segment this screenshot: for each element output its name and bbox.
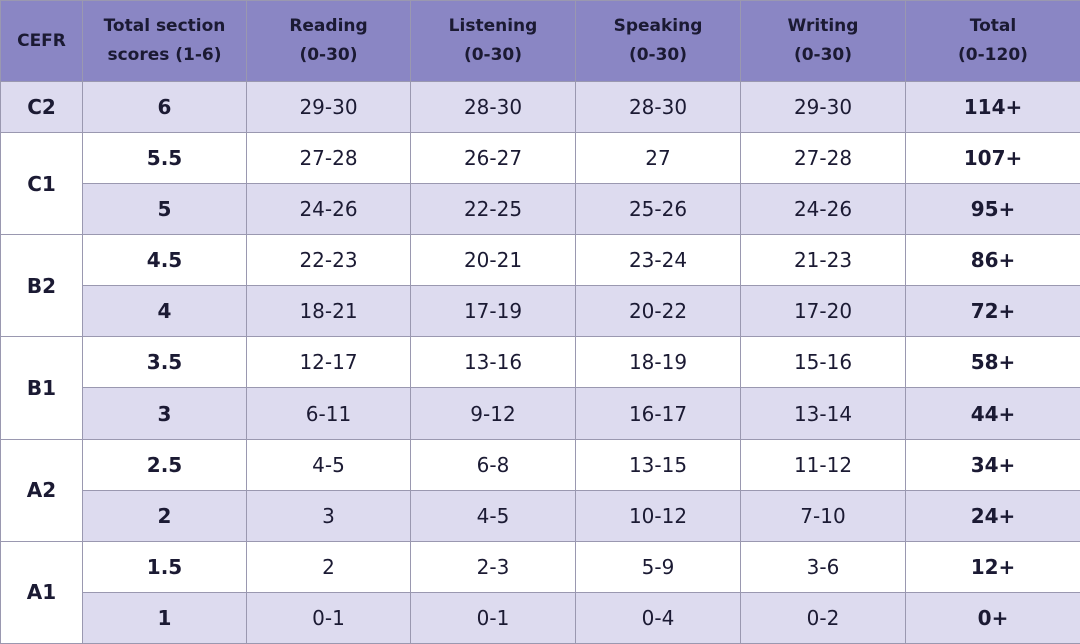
table-cell: 5.5 — [82, 132, 247, 185]
table-cell: 2 — [246, 540, 411, 593]
table-cell: 23-24 — [575, 234, 741, 287]
table-cell: 7-10 — [740, 489, 906, 542]
table-cell: 4 — [82, 285, 247, 338]
table-cell: 6-8 — [410, 438, 576, 491]
table-cell: 24-26 — [740, 183, 906, 236]
table-cell: 2-3 — [410, 540, 576, 593]
table-cell: 11-12 — [740, 438, 906, 491]
header-cell: Listening (0-30) — [410, 0, 576, 82]
table-row: B1 3.5 12-17 13-16 18-19 15-16 58+ — [0, 336, 1080, 440]
table-cell: 0+ — [905, 591, 1080, 644]
table-row: C2 6 29-30 28-30 28-30 29-30 114+ — [0, 80, 1080, 134]
header-cell: Reading (0-30) — [246, 0, 411, 82]
table-cell: 1.5 — [82, 540, 247, 593]
table-cell: 3-6 — [740, 540, 906, 593]
table-cell: 95+ — [905, 183, 1080, 236]
table-row: A1 1.5 2 2-3 5-9 3-6 12+ — [0, 540, 1080, 644]
table-cell: 3 — [82, 387, 247, 440]
table-cell: 16-17 — [575, 387, 741, 440]
table-row: 2 3 4-5 10-12 7-10 24+ — [1, 489, 1080, 542]
table-cell: 4-5 — [410, 489, 576, 542]
table-row: B2 4.5 22-23 20-21 23-24 21-23 86+ — [0, 234, 1080, 338]
table-cell: 58+ — [905, 336, 1080, 389]
table-cell: 27-28 — [740, 132, 906, 185]
table-cell: 29-30 — [246, 80, 411, 134]
table-cell: 12+ — [905, 540, 1080, 593]
cefr-cell: A2 — [0, 438, 83, 542]
header-cell: Speaking (0-30) — [575, 0, 741, 82]
table-cell: 2 — [82, 489, 247, 542]
table-cell: 27-28 — [246, 132, 411, 185]
table-cell: 4-5 — [246, 438, 411, 491]
table-cell: 72+ — [905, 285, 1080, 338]
table-cell: 44+ — [905, 387, 1080, 440]
table-cell: 3 — [246, 489, 411, 542]
table-cell: 5 — [82, 183, 247, 236]
header-row: CEFR Total section scores (1-6) Reading (0… — [0, 0, 1080, 82]
cefr-cell: C2 — [0, 80, 83, 134]
table-cell: 17-20 — [740, 285, 906, 338]
table-cell: 24+ — [905, 489, 1080, 542]
table-cell: 27 — [575, 132, 741, 185]
table-cell: 0-1 — [410, 591, 576, 644]
table-cell: 5-9 — [575, 540, 741, 593]
table-cell: 18-21 — [246, 285, 411, 338]
table-cell: 6-11 — [246, 387, 411, 440]
header-cell: CEFR — [0, 0, 83, 82]
table-cell: 0-2 — [740, 591, 906, 644]
table-cell: 18-19 — [575, 336, 741, 389]
table-cell: 2.5 — [82, 438, 247, 491]
table-cell: 29-30 — [740, 80, 906, 134]
table-cell: 28-30 — [410, 80, 576, 134]
table-cell: 34+ — [905, 438, 1080, 491]
table-cell: 12-17 — [246, 336, 411, 389]
table-cell: 107+ — [905, 132, 1080, 185]
table-row: 4 18-21 17-19 20-22 17-20 72+ — [1, 285, 1080, 338]
table-body: C2 6 29-30 28-30 28-30 29-30 114+ C1 5.5 27-28 26-… — [0, 80, 1080, 644]
table-row: A2 2.5 4-5 6-8 13-15 11-12 34+ — [0, 438, 1080, 542]
table-cell: 0-4 — [575, 591, 741, 644]
table-cell: 26-27 — [410, 132, 576, 185]
table-row: 1 0-1 0-1 0-4 0-2 0+ — [1, 591, 1080, 644]
table-cell: 9-12 — [410, 387, 576, 440]
table-cell: 22-25 — [410, 183, 576, 236]
table-cell: 20-21 — [410, 234, 576, 287]
table-cell: 20-22 — [575, 285, 741, 338]
table-cell: 1 — [82, 591, 247, 644]
table-cell: 86+ — [905, 234, 1080, 287]
table-row: 5 24-26 22-25 25-26 24-26 95+ — [1, 183, 1080, 236]
table-cell: 22-23 — [246, 234, 411, 287]
header-cell: Total (0-120) — [905, 0, 1080, 82]
table-cell: 15-16 — [740, 336, 906, 389]
cefr-cell: A1 — [0, 540, 83, 644]
cefr-cell: B2 — [0, 234, 83, 338]
table-cell: 13-15 — [575, 438, 741, 491]
table-cell: 24-26 — [246, 183, 411, 236]
table-row: 3 6-11 9-12 16-17 13-14 44+ — [1, 387, 1080, 440]
header-cell: Writing (0-30) — [740, 0, 906, 82]
table-cell: 13-14 — [740, 387, 906, 440]
cefr-cell: C1 — [0, 132, 83, 236]
cefr-cell: B1 — [0, 336, 83, 440]
table-cell: 28-30 — [575, 80, 741, 134]
table-cell: 25-26 — [575, 183, 741, 236]
table-cell: 17-19 — [410, 285, 576, 338]
table-cell: 3.5 — [82, 336, 247, 389]
table-cell: 6 — [82, 80, 247, 134]
table-cell: 13-16 — [410, 336, 576, 389]
table-row: C1 5.5 27-28 26-27 27 27-28 107+ — [0, 132, 1080, 236]
table-cell: 0-1 — [246, 591, 411, 644]
table-cell: 4.5 — [82, 234, 247, 287]
header-cell: Total section scores (1-6) — [82, 0, 247, 82]
table-cell: 21-23 — [740, 234, 906, 287]
table-cell: 114+ — [905, 80, 1080, 134]
table-cell: 10-12 — [575, 489, 741, 542]
